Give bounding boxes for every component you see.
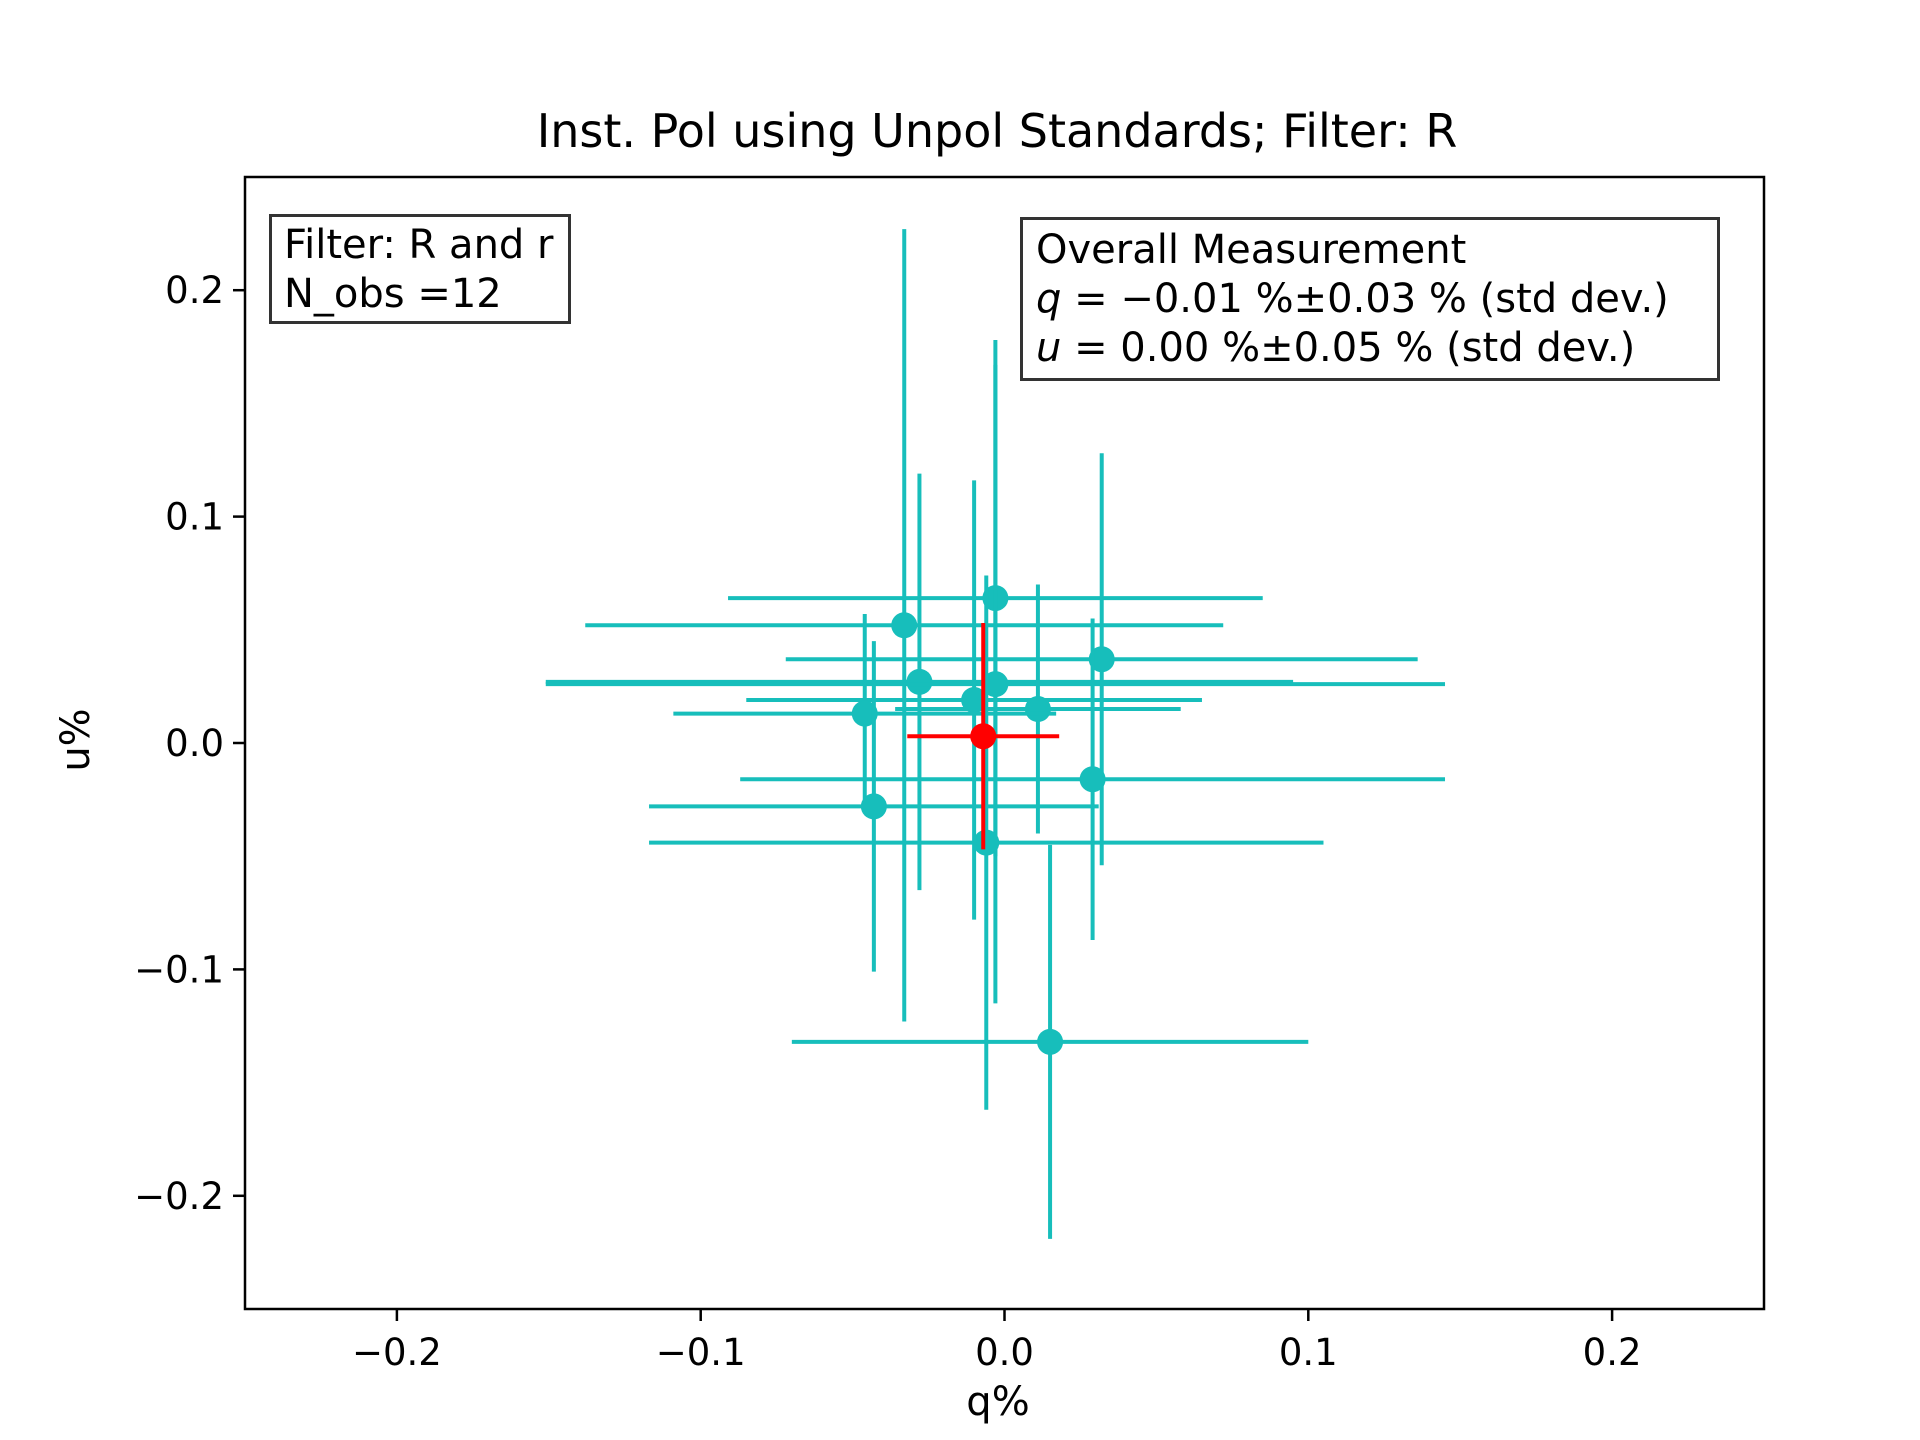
y-axis-label: u%	[53, 708, 99, 771]
u-symbol: u	[1036, 325, 1062, 371]
data-point	[982, 671, 1009, 698]
series-1	[907, 623, 1060, 850]
y-tick-label: 0.2	[165, 269, 224, 312]
x-tick-label: 0.1	[1279, 1331, 1338, 1374]
data-point	[906, 668, 933, 695]
x-axis-label: q%	[966, 1379, 1029, 1425]
u-value-text: = 0.00 %±0.05 % (std dev.)	[1061, 325, 1636, 371]
data-point	[973, 829, 1000, 856]
q-symbol: q	[1036, 276, 1062, 322]
chart-title: Inst. Pol using Unpol Standards; Filter:…	[537, 104, 1458, 158]
q-value-text: = −0.01 %±0.03 % (std dev.)	[1061, 276, 1669, 322]
data-point	[1088, 646, 1115, 673]
y-tick-label: −0.1	[134, 948, 224, 991]
y-tick-label: 0.0	[165, 722, 224, 765]
filter-info-box: Filter: R and r N_obs =12	[269, 214, 571, 324]
u-measurement: u = 0.00 %±0.05 % (std dev.)	[1036, 324, 1717, 373]
data-point	[970, 723, 997, 750]
data-point	[1037, 1028, 1064, 1055]
x-tick-label: 0.2	[1583, 1331, 1642, 1374]
y-tick-label: −0.2	[134, 1175, 224, 1218]
filter-label: Filter: R and r	[284, 222, 554, 268]
x-tick-label: 0.0	[975, 1331, 1034, 1374]
y-tick-label: 0.1	[165, 496, 224, 539]
x-tick-label: −0.1	[656, 1331, 746, 1374]
data-point	[851, 700, 878, 727]
axes: −0.2 −0.1 0.0 0.1 0.2 −0.2 −0.1 0.0 0.1 0.2	[134, 175, 1766, 1374]
q-measurement: q = −0.01 %±0.03 % (std dev.)	[1036, 275, 1717, 324]
data-point	[860, 793, 887, 820]
data-point	[891, 612, 918, 639]
plot-marks	[545, 229, 1446, 1239]
x-tick-label: −0.2	[352, 1331, 442, 1374]
nobs-label: N_obs =12	[284, 271, 502, 317]
data-point	[1024, 696, 1051, 723]
overall-heading: Overall Measurement	[1036, 227, 1467, 273]
data-point	[1079, 766, 1106, 793]
data-point	[961, 686, 988, 713]
overall-measurement-box: Overall Measurement q = −0.01 %±0.03 % (…	[1020, 217, 1720, 381]
series-0	[545, 229, 1446, 1239]
